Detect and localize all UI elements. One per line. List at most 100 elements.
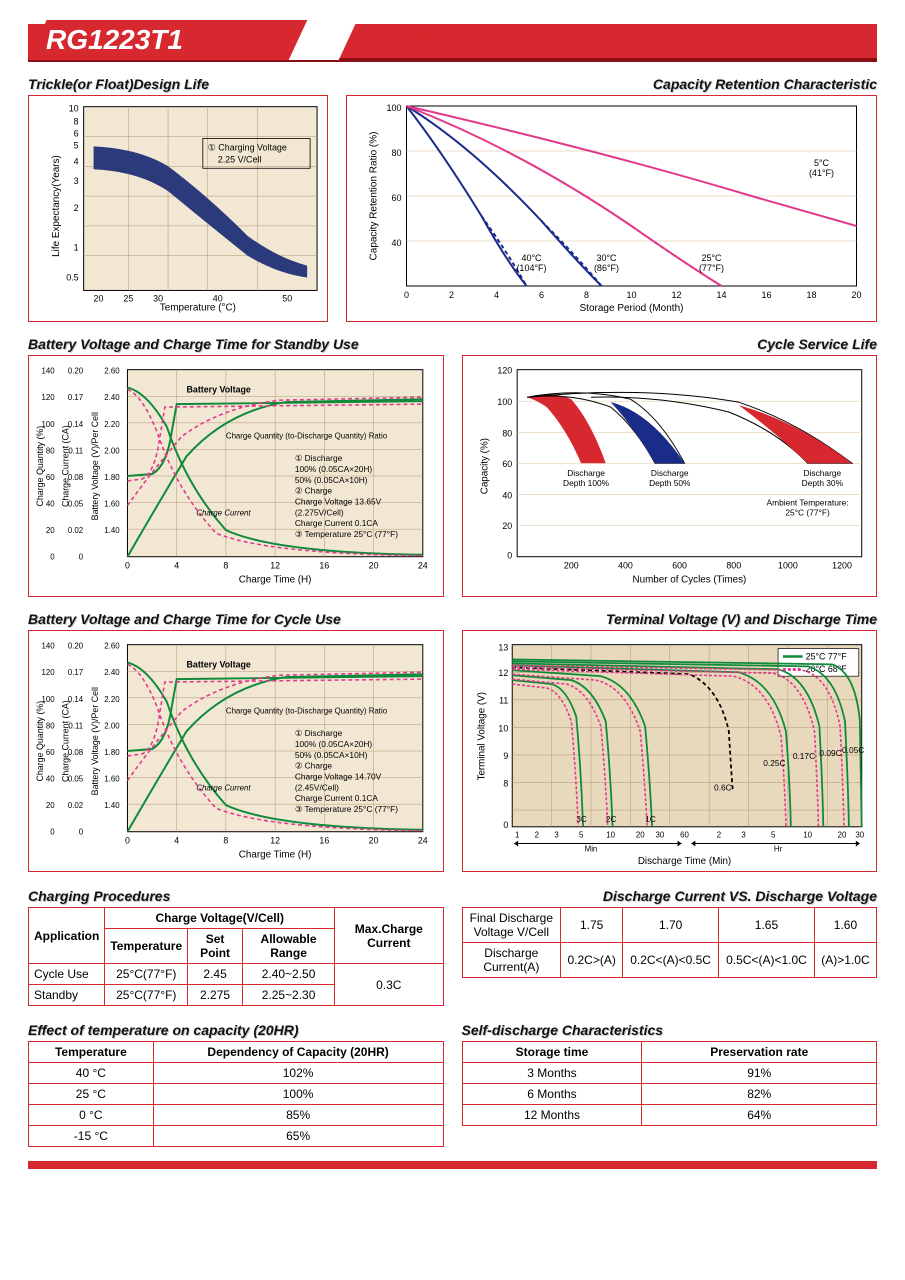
svg-text:10: 10 [606, 831, 615, 840]
svg-text:2: 2 [74, 203, 79, 213]
svg-text:0.09C: 0.09C [819, 748, 841, 758]
svg-text:16: 16 [319, 561, 329, 571]
table-title-charging: Charging Procedures [28, 888, 444, 904]
chart-title-trickle: Trickle(or Float)Design Life [28, 76, 328, 92]
svg-text:Charge Quantity (to-Discharge: Charge Quantity (to-Discharge Quantity) … [226, 432, 388, 441]
svg-text:140: 140 [41, 367, 55, 376]
svg-text:16: 16 [761, 290, 771, 300]
svg-text:20: 20 [502, 521, 512, 531]
svg-text:1000: 1000 [778, 561, 798, 571]
svg-text:20: 20 [94, 293, 104, 303]
table-row: 0 °C85% [29, 1105, 444, 1126]
svg-text:20: 20 [635, 831, 644, 840]
svg-text:120: 120 [41, 668, 55, 677]
svg-text:Terminal Voltage (V): Terminal Voltage (V) [476, 692, 487, 781]
svg-text:Depth 30%: Depth 30% [801, 478, 843, 488]
svg-text:400: 400 [618, 561, 633, 571]
table-discharge-voltage: Final Discharge Voltage V/Cell 1.751.70 … [462, 907, 878, 978]
svg-text:0: 0 [125, 836, 130, 846]
svg-text:60: 60 [502, 459, 512, 469]
svg-text:100: 100 [497, 397, 512, 407]
svg-text:0.14: 0.14 [68, 695, 84, 704]
svg-text:10: 10 [498, 723, 508, 733]
chart-title-terminal: Terminal Voltage (V) and Discharge Time [462, 611, 878, 627]
chart-cycleuse: Battery VoltageCharge Quantity (to-Disch… [28, 630, 444, 872]
svg-text:Number of Cycles (Times): Number of Cycles (Times) [632, 574, 746, 585]
svg-text:0: 0 [79, 828, 84, 837]
svg-text:0.20: 0.20 [68, 367, 84, 376]
svg-text:0.05C: 0.05C [842, 745, 864, 755]
svg-text:20: 20 [46, 801, 55, 810]
svg-text:1.60: 1.60 [104, 775, 120, 784]
svg-text:1200: 1200 [832, 561, 852, 571]
svg-text:0.08: 0.08 [68, 748, 84, 757]
svg-text:3: 3 [741, 831, 746, 840]
svg-text:Ambient Temperature:: Ambient Temperature: [766, 498, 848, 508]
svg-text:2C: 2C [605, 814, 616, 824]
svg-text:① Discharge: ① Discharge [295, 728, 343, 738]
svg-text:1: 1 [514, 831, 518, 840]
svg-text:Depth 50%: Depth 50% [649, 478, 691, 488]
model-number: RG1223T1 [46, 20, 183, 60]
svg-text:Charge Current: Charge Current [196, 508, 251, 517]
chart-standby: Battery VoltageCharge Quantity (to-Disch… [28, 355, 444, 597]
svg-text:1.80: 1.80 [104, 473, 120, 482]
svg-text:1C: 1C [645, 814, 656, 824]
svg-text:3: 3 [554, 831, 559, 840]
chart-cyclelife: DischargeDepth 100% DischargeDepth 50% D… [462, 355, 878, 597]
chart-title-standby: Battery Voltage and Charge Time for Stan… [28, 336, 444, 352]
svg-text:100% (0.05CA×20H): 100% (0.05CA×20H) [295, 739, 373, 749]
svg-text:(77°F): (77°F) [699, 263, 724, 273]
svg-text:100: 100 [41, 695, 55, 704]
svg-text:25°C: 25°C [701, 253, 722, 263]
svg-text:0.05: 0.05 [68, 500, 84, 509]
svg-text:Life Expectancy(Years): Life Expectancy(Years) [51, 155, 62, 257]
svg-text:2.60: 2.60 [104, 367, 120, 376]
svg-text:9: 9 [503, 751, 508, 761]
table-self-discharge: Storage timePreservation rate 3 Months91… [462, 1041, 878, 1126]
svg-text:30°C: 30°C [596, 253, 617, 263]
svg-text:12: 12 [270, 561, 280, 571]
svg-text:25: 25 [123, 293, 133, 303]
svg-text:1: 1 [74, 243, 79, 253]
table-row: 40 °C102% [29, 1063, 444, 1084]
svg-text:25°C 77°F: 25°C 77°F [805, 651, 847, 661]
svg-text:2: 2 [449, 290, 454, 300]
svg-text:1.80: 1.80 [104, 748, 120, 757]
chart-title-cyclelife: Cycle Service Life [462, 336, 878, 352]
svg-text:2.20: 2.20 [104, 420, 120, 429]
voltage-capacity: 12V 2.3Ah [388, 20, 503, 56]
svg-text:60: 60 [680, 831, 689, 840]
svg-text:0: 0 [125, 561, 130, 571]
svg-text:40: 40 [213, 293, 223, 303]
table-row: 3 Months91% [462, 1063, 877, 1084]
svg-text:(104°F): (104°F) [516, 263, 546, 273]
svg-text:5°C: 5°C [814, 158, 830, 168]
svg-text:0.02: 0.02 [68, 526, 83, 535]
svg-text:Capacity Retention Ratio (%): Capacity Retention Ratio (%) [369, 132, 380, 261]
svg-text:3C: 3C [576, 814, 587, 824]
svg-text:10: 10 [626, 290, 636, 300]
svg-text:8: 8 [503, 778, 508, 788]
svg-text:Capacity (%): Capacity (%) [479, 438, 490, 494]
svg-text:0.05: 0.05 [68, 775, 84, 784]
svg-text:0.6C: 0.6C [714, 782, 732, 792]
table-row: -15 °C65% [29, 1126, 444, 1147]
svg-text:Charge Time (H): Charge Time (H) [239, 574, 312, 585]
svg-text:80: 80 [502, 429, 512, 439]
svg-text:(41°F): (41°F) [809, 168, 834, 178]
table-row: 6 Months82% [462, 1084, 877, 1105]
chart-trickle: ① Charging Voltage 2.25 V/Cell Life Expe… [28, 95, 328, 322]
svg-text:0: 0 [50, 828, 55, 837]
svg-text:Charge Voltage 13.65V: Charge Voltage 13.65V [295, 497, 382, 507]
svg-text:30: 30 [153, 293, 163, 303]
svg-text:18: 18 [806, 290, 816, 300]
svg-text:(2.275V/Cell): (2.275V/Cell) [295, 507, 344, 517]
svg-text:10: 10 [803, 831, 812, 840]
svg-text:80: 80 [391, 148, 401, 158]
svg-text:20: 20 [851, 290, 861, 300]
svg-text:Discharge Time (Min): Discharge Time (Min) [637, 856, 730, 867]
svg-text:10: 10 [69, 104, 79, 114]
svg-text:0: 0 [404, 290, 409, 300]
svg-text:50% (0.05CA×10H): 50% (0.05CA×10H) [295, 750, 368, 760]
